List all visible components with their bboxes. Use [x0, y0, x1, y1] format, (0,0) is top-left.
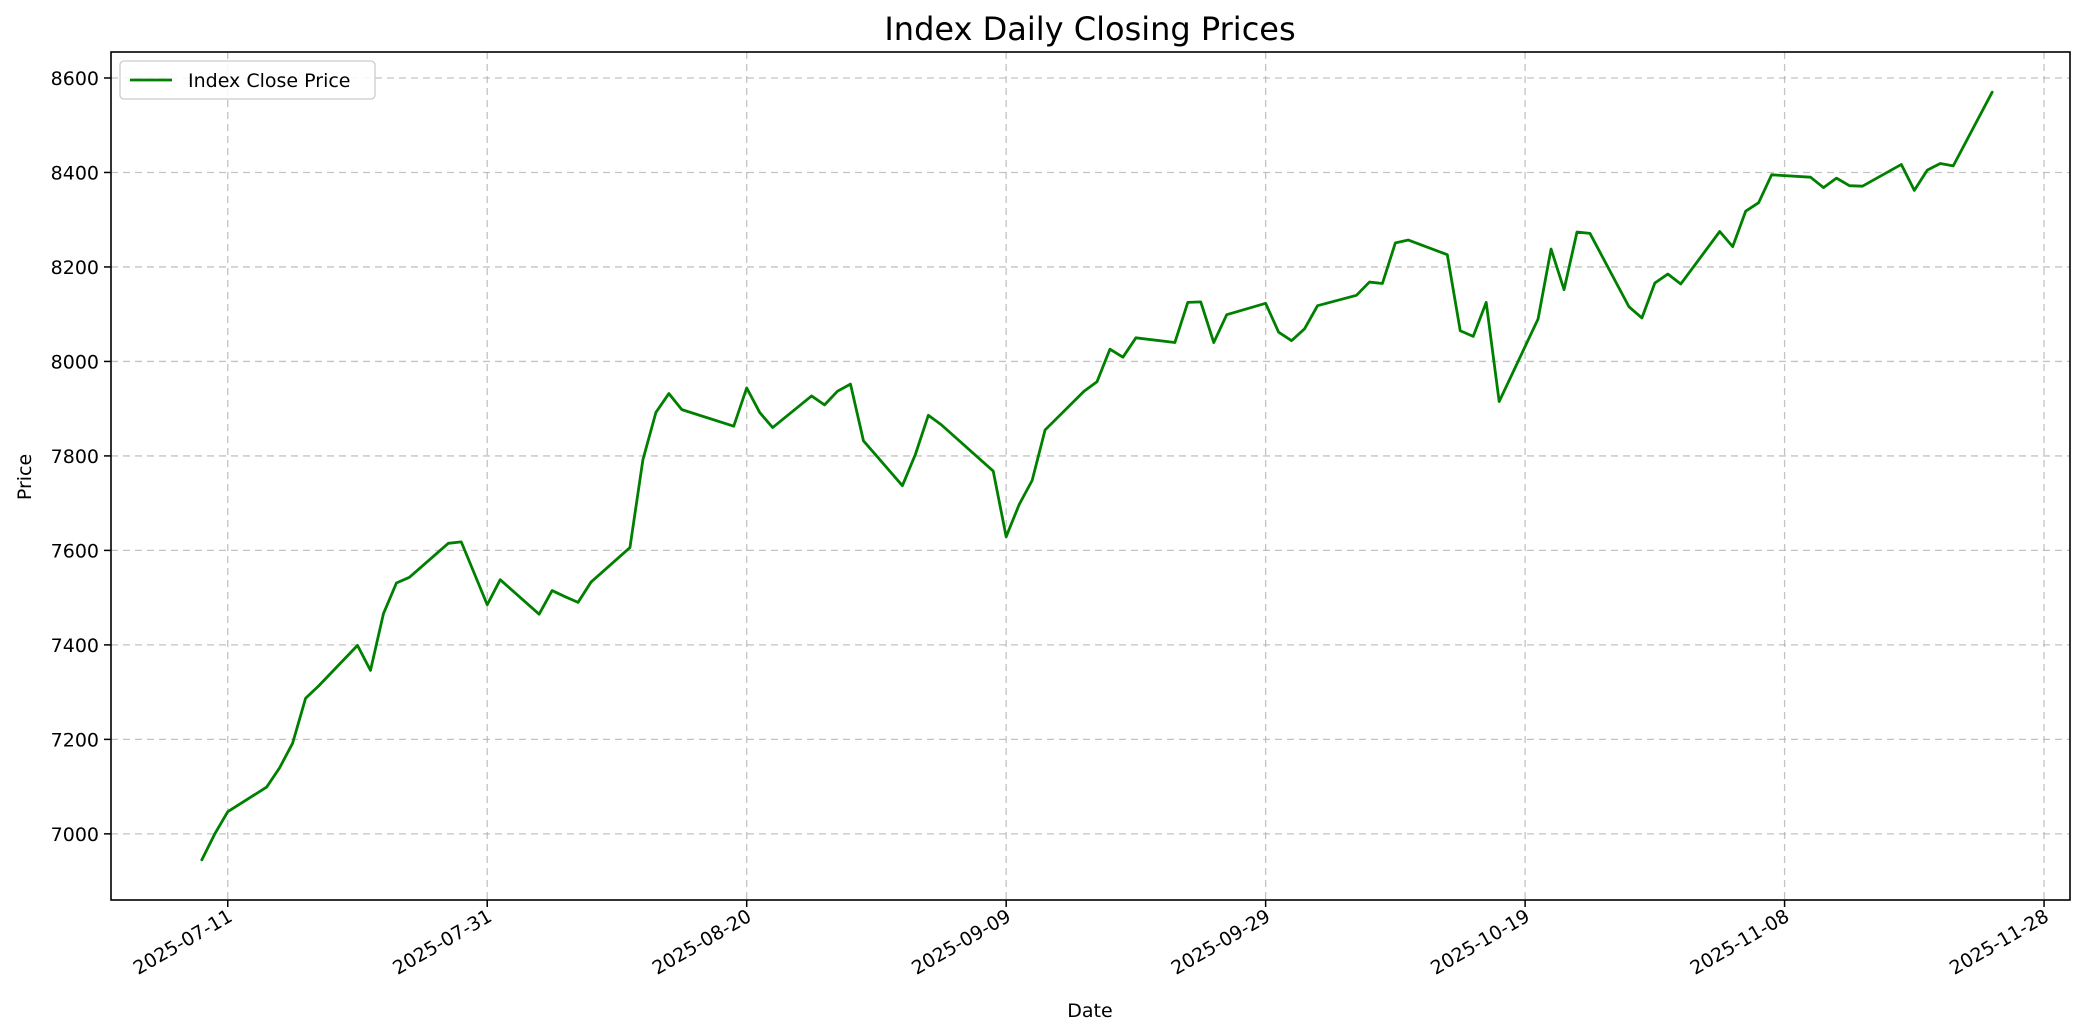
y-tick-label: 7000 — [51, 824, 99, 846]
grid — [111, 52, 2070, 900]
y-axis-ticks: 7000 7200 7400 7600 7800 8000 8200 8400 8600 — [51, 68, 111, 846]
x-axis-label: Date — [1067, 1000, 1112, 1022]
y-tick-label: 7400 — [51, 635, 99, 657]
series-line-index-close-price — [200, 90, 1994, 862]
y-tick-label: 7800 — [51, 446, 99, 468]
x-axis-ticks: 2025-07-11 2025-07-31 2025-08-20 2025-09-09… — [130, 900, 2053, 980]
x-tick-label: 2025-11-08 — [1686, 905, 1793, 979]
y-axis-label: Price — [14, 454, 36, 500]
x-tick-label: 2025-07-11 — [130, 905, 237, 979]
y-tick-label: 8000 — [51, 351, 99, 373]
y-tick-label: 8600 — [51, 68, 99, 90]
y-tick-label: 7600 — [51, 540, 99, 562]
y-tick-label: 7200 — [51, 729, 99, 751]
y-tick-label: 8200 — [51, 257, 99, 279]
chart-title: Index Daily Closing Prices — [884, 10, 1295, 48]
x-tick-label: 2025-11-28 — [1946, 905, 2053, 979]
x-tick-label: 2025-09-09 — [908, 905, 1015, 979]
x-tick-label: 2025-10-19 — [1427, 905, 1534, 979]
legend-label-index-close-price: Index Close Price — [188, 70, 351, 92]
plot-frame — [110, 51, 2071, 901]
legend: Index Close Price — [119, 60, 376, 100]
y-tick-label: 8400 — [51, 162, 99, 184]
x-tick-label: 2025-08-20 — [649, 905, 756, 979]
x-tick-label: 2025-07-31 — [389, 905, 496, 979]
x-tick-label: 2025-09-29 — [1168, 905, 1275, 979]
series-layer — [200, 90, 1994, 862]
legend-box — [119, 60, 376, 100]
